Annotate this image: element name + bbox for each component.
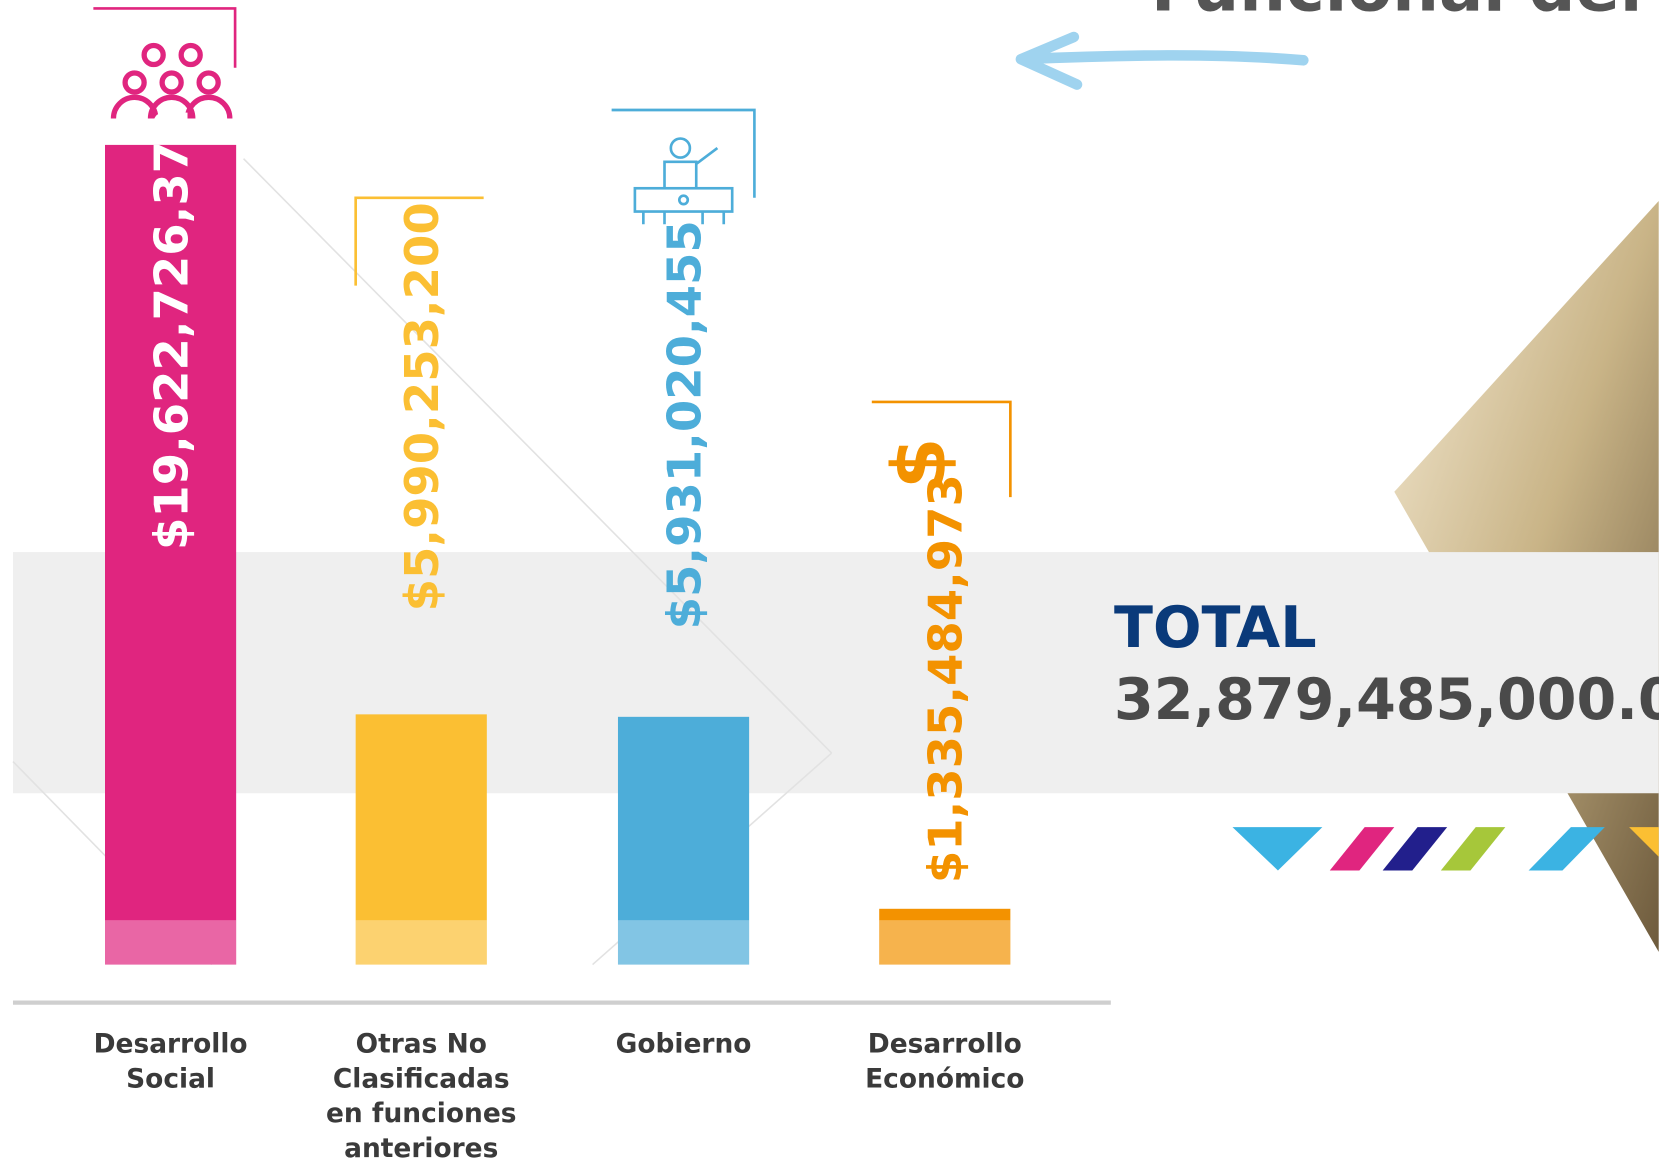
category-box: Otras No Clasificadas en funciones anter… — [325, 1028, 517, 1164]
arrow — [1015, 31, 1309, 90]
bar-foot — [105, 920, 237, 965]
category-box: Desarrollo Social — [93, 1028, 248, 1094]
x-tick-label: Desarrollo Social — [93, 1028, 248, 1094]
bar-foot — [617, 920, 750, 965]
category-box: Desarrollo Económico — [865, 1028, 1025, 1094]
x-tick-label: Gobierno — [615, 1028, 752, 1059]
category-box: Gobierno — [615, 1028, 752, 1059]
brackets — [93, 7, 1012, 498]
bar — [355, 714, 487, 965]
bar-foot — [879, 920, 1011, 965]
total-label: TOTAL — [1114, 595, 1317, 661]
value-label: $1,335,484,973 — [919, 474, 973, 883]
bar-foot — [355, 920, 487, 965]
value-label: $5,990,253,200 — [395, 202, 449, 611]
x-tick-label: Desarrollo Económico — [865, 1028, 1025, 1094]
value-label: $19,622,726,372 — [145, 109, 199, 550]
band — [12, 552, 1659, 794]
chart-title: Funcional del G — [1151, 0, 1659, 27]
bar — [617, 716, 750, 965]
speaker-icon — [633, 137, 734, 225]
x-tick-label: Otras No Clasificadas en funciones anter… — [325, 1028, 517, 1164]
people-icon — [110, 42, 233, 119]
total-value: 32,879,485,000.0 — [1114, 667, 1659, 733]
bar — [879, 908, 1011, 965]
stripes — [1232, 827, 1659, 871]
dollar-icon: $ — [877, 437, 963, 489]
value-label: $5,931,020,455 — [657, 220, 711, 629]
bar — [105, 144, 237, 965]
